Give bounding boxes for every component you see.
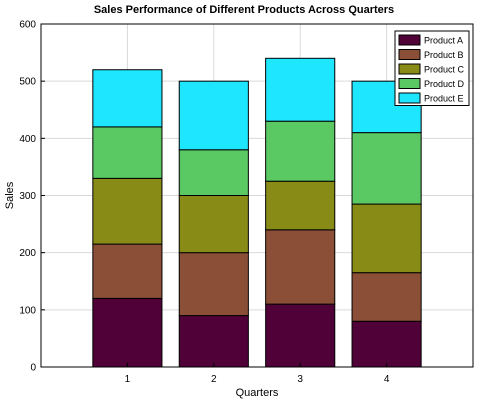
y-tick-label: 300 [19,191,36,202]
legend: Product A Product B Product C Product D Prod… [394,30,470,106]
x-axis-label: Quarters [236,387,279,399]
tick-layer: 0 100 200 300 400 500 600 1 2 3 4 [19,20,390,386]
bar-segment [178,315,249,368]
x-tick-label: 4 [384,374,390,385]
bar-segment [178,195,249,254]
bar-segment [351,272,422,322]
bar-segment [265,120,336,182]
legend-swatch [398,92,421,104]
bar-segment [92,69,163,128]
legend-entry-label: Product D [424,79,465,89]
legend-swatch [398,78,421,89]
x-tick-label: 3 [297,374,303,385]
bar-segment [92,297,163,368]
legend-swatch [398,63,421,75]
bar-segment [351,320,422,368]
bar-segment [351,203,422,274]
bar-segment [351,132,422,205]
bar-segment [265,229,336,305]
bar-segment [92,126,163,179]
bar-segment [92,177,163,245]
bar-segment [265,303,336,368]
y-tick-label: 400 [19,134,36,145]
bar-segment [265,57,336,122]
y-axis-label: Sales [4,181,16,209]
bar-segment [178,149,249,196]
x-tick-label: 2 [211,374,217,385]
bar-segment [92,243,163,299]
bar-layer [92,57,422,368]
legend-entry-label: Product C [424,65,465,75]
chart-title: Sales Performance of Different Products … [94,4,394,16]
y-tick-label: 0 [30,363,36,374]
legend-swatch [398,34,421,46]
legend-entry-label: Product A [424,36,463,46]
y-tick-label: 600 [19,20,36,31]
legend-entry-label: Product E [424,94,464,104]
legend-swatch [398,49,421,60]
y-tick-label: 200 [19,248,36,259]
bar-segment [178,252,249,317]
bar-segment [178,80,249,151]
x-tick-label: 1 [125,374,131,385]
legend-entry-label: Product B [424,50,464,60]
bar-segment [265,180,336,231]
y-tick-label: 100 [19,305,36,316]
y-tick-label: 500 [19,77,36,88]
